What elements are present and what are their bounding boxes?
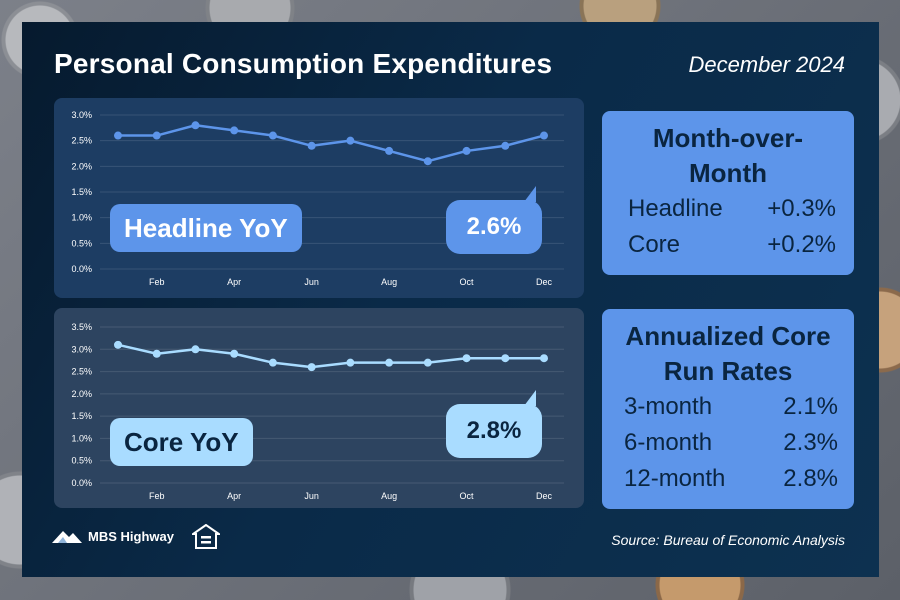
headline-x-tick-label: Jun xyxy=(304,277,319,287)
core-data-point xyxy=(152,349,161,358)
headline-data-point xyxy=(152,131,161,140)
core-data-point xyxy=(462,354,471,363)
core-callout-bubble: 2.8% xyxy=(446,390,542,458)
core-x-tick-label: Oct xyxy=(460,491,475,501)
headline-data-point xyxy=(501,141,510,150)
run-rate-row-6-month: 6-month 2.3% xyxy=(602,425,854,461)
core-chart-svg: 0.0% 0.5% 1.0% 1.5% 2.0% 2.5% 3.0% 3.5% Feb Apr Ju… xyxy=(71,322,564,501)
mom-row-headline: Headline +0.3% xyxy=(602,191,854,227)
headline-y-tick-label: 2.5% xyxy=(71,136,92,146)
brand-name: MBS Highway xyxy=(88,528,174,544)
headline-series-line xyxy=(118,124,545,163)
mom-core-label: Core xyxy=(628,231,681,258)
run-rates-title-line2: Run Rates xyxy=(663,356,793,386)
mom-row-core: Core +0.2% xyxy=(602,227,854,263)
run-rates-card: Annualized Core Run Rates 3-month 2.1% 6… xyxy=(602,309,854,509)
headline-data-point xyxy=(268,131,277,140)
source-note: Source: Bureau of Economic Analysis xyxy=(611,532,845,548)
headline-y-tick-label: 1.0% xyxy=(71,213,92,223)
headline-x-tick-label: Aug xyxy=(381,277,397,287)
core-y-tick-label: 0.5% xyxy=(71,456,92,466)
core-data-point xyxy=(191,345,200,354)
headline-x-tick-label: Oct xyxy=(460,277,475,287)
headline-x-tick-label: Dec xyxy=(536,277,553,287)
core-y-tick-label: 1.0% xyxy=(71,433,92,443)
run-rate-row-12-month: 12-month 2.8% xyxy=(602,461,854,497)
run-rates-title-line1: Annualized Core xyxy=(625,321,831,351)
headline-callout-bubble: 2.6% xyxy=(446,186,542,254)
headline-y-tick-label: 2.0% xyxy=(71,161,92,171)
headline-y-tick-label: 3.0% xyxy=(71,110,92,120)
run-rate-12-month-label: 12-month xyxy=(624,465,726,492)
headline-data-point xyxy=(540,131,548,140)
core-data-point xyxy=(423,358,432,367)
mom-title-line2: Month xyxy=(689,158,767,188)
core-data-point xyxy=(385,358,394,367)
core-data-point xyxy=(114,340,122,349)
core-x-tick-label: Feb xyxy=(149,491,165,501)
headline-data-point xyxy=(462,146,471,155)
core-data-point xyxy=(230,349,239,358)
run-rate-12-month-value: 2.8% xyxy=(783,465,838,492)
headline-data-point xyxy=(385,146,394,155)
page-title: Personal Consumption Expenditures xyxy=(54,48,553,79)
brand-logo: MBS Highway xyxy=(52,528,174,544)
core-x-tick-label: Dec xyxy=(536,491,553,501)
headline-data-point xyxy=(346,136,355,145)
core-chart-label: Core YoY xyxy=(110,418,253,466)
headline-x-tick-label: Feb xyxy=(149,277,165,287)
core-y-tick-label: 3.5% xyxy=(71,322,92,332)
headline-data-point xyxy=(307,141,316,150)
core-y-tick-label: 2.5% xyxy=(71,367,92,377)
core-chart: 0.0% 0.5% 1.0% 1.5% 2.0% 2.5% 3.0% 3.5% Feb Apr Ju… xyxy=(54,308,584,508)
core-y-tick-label: 3.0% xyxy=(71,344,92,354)
core-data-point xyxy=(307,363,316,372)
core-series-line xyxy=(117,343,544,369)
headline-data-point xyxy=(191,121,200,130)
month-over-month-card: Month-over- Month Headline +0.3% Core +0… xyxy=(602,111,854,275)
headline-data-point xyxy=(114,131,122,140)
infographic-panel: Personal Consumption Expenditures Decemb… xyxy=(22,22,879,577)
mom-core-value: +0.2% xyxy=(767,231,836,258)
mom-title-line1: Month-over- xyxy=(652,123,804,153)
month-over-month-title: Month-over- Month xyxy=(602,121,854,191)
headline-y-tick-label: 0.0% xyxy=(71,264,92,274)
core-y-tick-label: 1.5% xyxy=(71,411,92,421)
mom-headline-label: Headline xyxy=(628,195,723,222)
equal-housing-icon xyxy=(192,524,220,549)
core-data-point xyxy=(346,358,355,367)
run-rate-3-month-label: 3-month xyxy=(624,393,713,420)
core-y-tick-label: 2.0% xyxy=(71,389,92,399)
headline-data-point xyxy=(230,126,239,135)
mom-headline-value: +0.3% xyxy=(767,195,836,222)
headline-chart-svg: 0.0% 0.5% 1.0% 1.5% 2.0% 2.5% 3.0% Feb Apr Jun Aug… xyxy=(71,110,564,287)
run-rate-6-month-value: 2.3% xyxy=(783,429,838,456)
core-x-tick-label: Apr xyxy=(227,491,241,501)
run-rate-3-month-value: 2.1% xyxy=(783,393,838,420)
mountain-logo-icon xyxy=(52,531,82,543)
headline-x-tick-label: Apr xyxy=(227,277,241,287)
core-data-point xyxy=(268,358,277,367)
core-x-tick-label: Jun xyxy=(304,491,319,501)
headline-chart: 0.0% 0.5% 1.0% 1.5% 2.0% 2.5% 3.0% Feb Apr Jun Aug… xyxy=(54,98,584,298)
core-data-point xyxy=(501,354,510,363)
core-data-point xyxy=(540,354,548,363)
headline-y-tick-label: 0.5% xyxy=(71,238,92,248)
headline-y-tick-label: 1.5% xyxy=(71,187,92,197)
core-x-tick-label: Aug xyxy=(381,491,397,501)
headline-chart-label: Headline YoY xyxy=(110,204,302,252)
report-date: December 2024 xyxy=(688,52,845,77)
core-y-tick-label: 0.0% xyxy=(71,478,92,488)
run-rate-6-month-label: 6-month xyxy=(624,429,713,456)
headline-data-point xyxy=(423,157,432,166)
run-rates-title: Annualized Core Run Rates xyxy=(602,319,854,389)
run-rate-row-3-month: 3-month 2.1% xyxy=(602,389,854,425)
